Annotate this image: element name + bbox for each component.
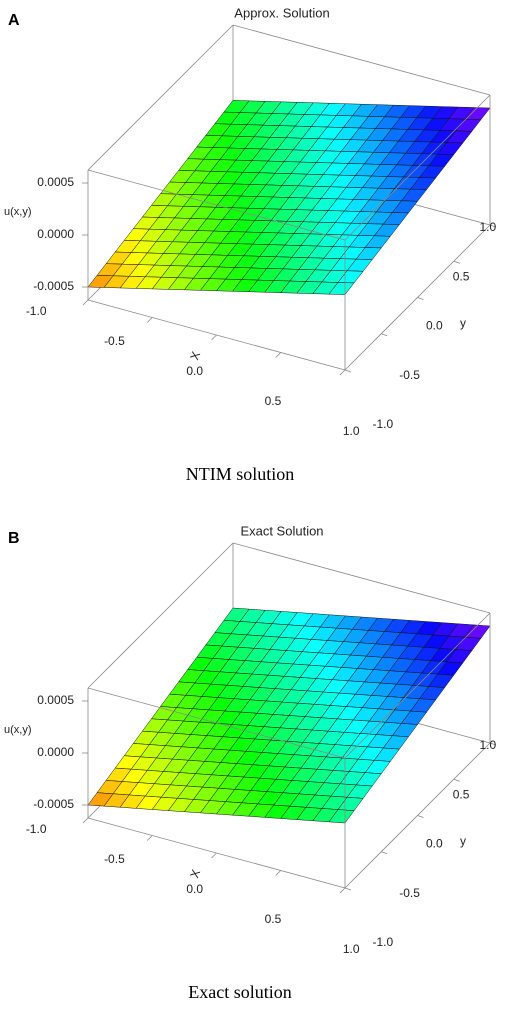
z-tick-label: -0.0005 <box>33 279 74 293</box>
y-tick <box>489 742 497 746</box>
box-edge <box>87 542 234 689</box>
z-axis-label: u(x,y) <box>4 724 32 736</box>
x-tick <box>211 334 217 341</box>
y-axis-label: y <box>460 834 466 848</box>
panel-title: Approx. Solution <box>234 5 329 20</box>
x-tick-label: -0.5 <box>104 852 125 866</box>
box-edge <box>87 687 346 759</box>
x-tick-label: 0.5 <box>265 394 282 408</box>
x-axis-label: X <box>187 350 203 362</box>
x-tick <box>82 299 89 306</box>
x-tick <box>146 835 153 841</box>
box-edge <box>232 542 491 614</box>
z-tick-label: 0.0000 <box>37 745 74 759</box>
x-tick-label: 0.5 <box>265 912 282 926</box>
x-tick-label: -1.0 <box>26 304 47 318</box>
panel: -1.0 -0.5 0.0 0.5 1.0 -1.0 -0.5 0.0 0.5 1.0 0.0005… <box>4 5 497 484</box>
box-edge <box>232 24 491 96</box>
x-tick-label: 0.0 <box>186 882 203 896</box>
x-tick-label: -0.5 <box>104 334 125 348</box>
y-tick <box>417 815 424 818</box>
y-tick <box>344 369 352 373</box>
box-edge <box>344 612 491 759</box>
x-tick <box>275 870 282 876</box>
x-tick-label: 1.0 <box>343 942 360 956</box>
surface-cell <box>328 282 355 295</box>
x-tick-label: 1.0 <box>343 424 360 438</box>
caption: NTIM solution <box>186 464 295 484</box>
y-tick <box>489 224 497 228</box>
y-tick-label: 0.5 <box>453 269 470 283</box>
y-tick-label: 0.5 <box>453 787 470 801</box>
z-axis-label: u(x,y) <box>4 206 32 218</box>
panel-label: B <box>8 530 20 547</box>
panel-label: A <box>8 12 20 29</box>
z-tick-label: 0.0005 <box>37 175 74 189</box>
box-edge <box>344 94 491 241</box>
y-tick-label: -0.5 <box>399 368 420 382</box>
y-tick <box>381 333 388 337</box>
surface-cell <box>328 809 355 824</box>
x-tick <box>275 352 282 358</box>
y-tick-label: -0.5 <box>399 886 420 900</box>
y-tick <box>381 851 388 855</box>
panel: -1.0 -0.5 0.0 0.5 1.0 -1.0 -0.5 0.0 0.5 1.0 0.0005… <box>4 523 497 1002</box>
y-tick <box>417 297 424 300</box>
caption: Exact solution <box>188 982 291 1002</box>
panel-title: Exact Solution <box>240 523 323 538</box>
z-tick-label: 0.0000 <box>37 227 74 241</box>
y-tick-label: 0.0 <box>426 837 443 851</box>
y-tick <box>453 778 460 782</box>
y-axis-label: y <box>460 316 466 330</box>
y-tick-label: -1.0 <box>373 417 394 431</box>
y-tick-label: 1.0 <box>480 220 497 234</box>
x-axis-label: X <box>187 868 203 880</box>
y-tick-label: 1.0 <box>480 738 497 752</box>
z-tick-label: -0.0005 <box>33 797 74 811</box>
y-tick-label: 0.0 <box>426 319 443 333</box>
x-tick <box>82 817 89 824</box>
x-tick <box>146 317 153 323</box>
box-edge <box>87 169 346 241</box>
x-tick-label: 0.0 <box>186 364 203 378</box>
y-tick <box>453 260 460 264</box>
box-edge <box>87 24 234 171</box>
y-tick-label: -1.0 <box>373 935 394 949</box>
y-tick <box>344 887 352 891</box>
x-tick <box>339 887 346 894</box>
z-tick-label: 0.0005 <box>37 693 74 707</box>
x-tick <box>339 369 346 376</box>
x-tick <box>211 852 217 859</box>
x-tick-label: -1.0 <box>26 822 47 836</box>
